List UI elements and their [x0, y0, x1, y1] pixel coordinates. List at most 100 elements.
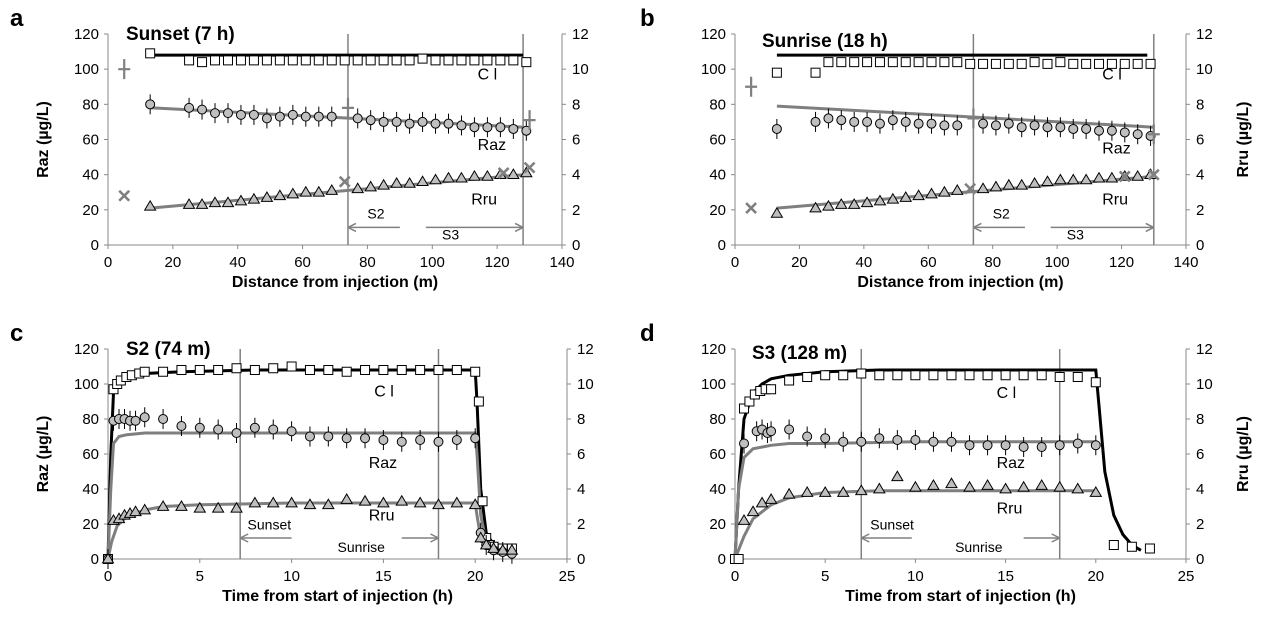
x-tick-label: 140 [1173, 254, 1198, 271]
data-point [403, 176, 416, 188]
data-point [313, 55, 324, 66]
data-point [323, 431, 334, 442]
data-point [890, 470, 904, 482]
series-raz [739, 419, 1101, 457]
x-axis-title: Time from start of injection (h) [845, 588, 1076, 605]
series-label: Raz [1102, 141, 1130, 158]
y-tick-label: 20 [82, 202, 99, 219]
extra-marker-cross [1147, 168, 1160, 181]
data-point [900, 116, 911, 127]
data-point [1018, 442, 1029, 452]
data-point [378, 55, 389, 66]
data-point [182, 198, 196, 209]
data-point [928, 370, 939, 381]
data-point [810, 67, 821, 78]
y2-tick-label: 6 [1196, 132, 1204, 149]
model-line-rru [150, 173, 524, 210]
y2-tick-label: 2 [572, 202, 580, 219]
y-tick-label: 40 [709, 481, 726, 498]
data-point [443, 118, 454, 129]
y-tick-label: 60 [709, 446, 726, 463]
data-point [1028, 176, 1041, 188]
data-point [856, 368, 867, 379]
data-point [249, 365, 260, 375]
panel-title: Sunrise (18 h) [762, 31, 888, 52]
data-point [231, 363, 242, 374]
data-point [1071, 482, 1085, 494]
panel-title: S3 (128 m) [752, 343, 847, 364]
data-point [802, 372, 813, 382]
x-tick-label: 120 [485, 254, 510, 271]
data-point [1106, 125, 1117, 136]
data-point [197, 57, 208, 68]
y2-tick-label: 10 [572, 61, 589, 78]
y-tick-label: 0 [718, 551, 726, 568]
data-point [468, 169, 481, 181]
data-point [495, 55, 506, 66]
series-cl [145, 48, 532, 68]
data-point [417, 53, 428, 64]
data-point [990, 120, 1001, 131]
data-point [429, 173, 442, 185]
data-point [860, 196, 874, 208]
y-tick-label: 0 [91, 551, 99, 568]
data-point [1053, 173, 1067, 185]
data-point [1119, 58, 1130, 69]
data-point [939, 120, 950, 131]
data-point [836, 57, 847, 68]
data-point [286, 361, 297, 372]
y2-tick-label: 12 [577, 341, 594, 358]
x-tick-label: 5 [821, 568, 829, 585]
data-point [1066, 173, 1080, 185]
data-point [1054, 372, 1065, 382]
data-point [195, 198, 209, 209]
data-point [156, 500, 170, 511]
data-point [1000, 440, 1011, 451]
x-tick-label: 80 [984, 254, 1001, 271]
data-point [230, 501, 243, 513]
data-point [213, 424, 224, 435]
data-point [755, 496, 769, 508]
data-point [874, 370, 885, 381]
data-point [247, 192, 261, 204]
data-point [982, 370, 993, 381]
series-label: Rru [471, 192, 497, 209]
data-point [323, 365, 334, 375]
data-point [248, 496, 262, 508]
y2-tick-label: 2 [577, 516, 585, 533]
data-point [158, 366, 169, 377]
y2-tick-label: 10 [1196, 376, 1213, 393]
data-point [396, 365, 407, 375]
data-point [326, 111, 337, 122]
data-point [925, 187, 938, 199]
x-axis-title: Distance from injection (m) [857, 274, 1063, 291]
data-point [784, 375, 795, 386]
y-tick-label: 40 [82, 481, 99, 498]
data-point [377, 178, 391, 190]
data-point [364, 180, 378, 192]
data-point [391, 116, 402, 127]
data-point [473, 396, 484, 407]
data-point [303, 498, 317, 510]
data-point [886, 192, 900, 204]
y-tick-label: 120 [74, 341, 99, 358]
data-point [1132, 129, 1143, 140]
arrow-label: Sunrise [955, 539, 1003, 555]
model-line-raz [106, 431, 513, 560]
arrow-head [347, 222, 357, 233]
data-point [469, 55, 480, 66]
arrow-label: S3 [1067, 227, 1084, 243]
y-tick-label: 40 [709, 167, 726, 184]
data-point [836, 486, 850, 497]
extra-marker-cross [745, 202, 758, 214]
data-point [892, 370, 903, 381]
y-tick-label: 80 [709, 411, 726, 428]
data-point [468, 498, 482, 510]
panel-letter: c [10, 320, 23, 347]
data-point [862, 116, 873, 127]
data-point [268, 424, 279, 435]
series-cl [103, 361, 517, 564]
y2-tick-label: 0 [577, 551, 585, 568]
